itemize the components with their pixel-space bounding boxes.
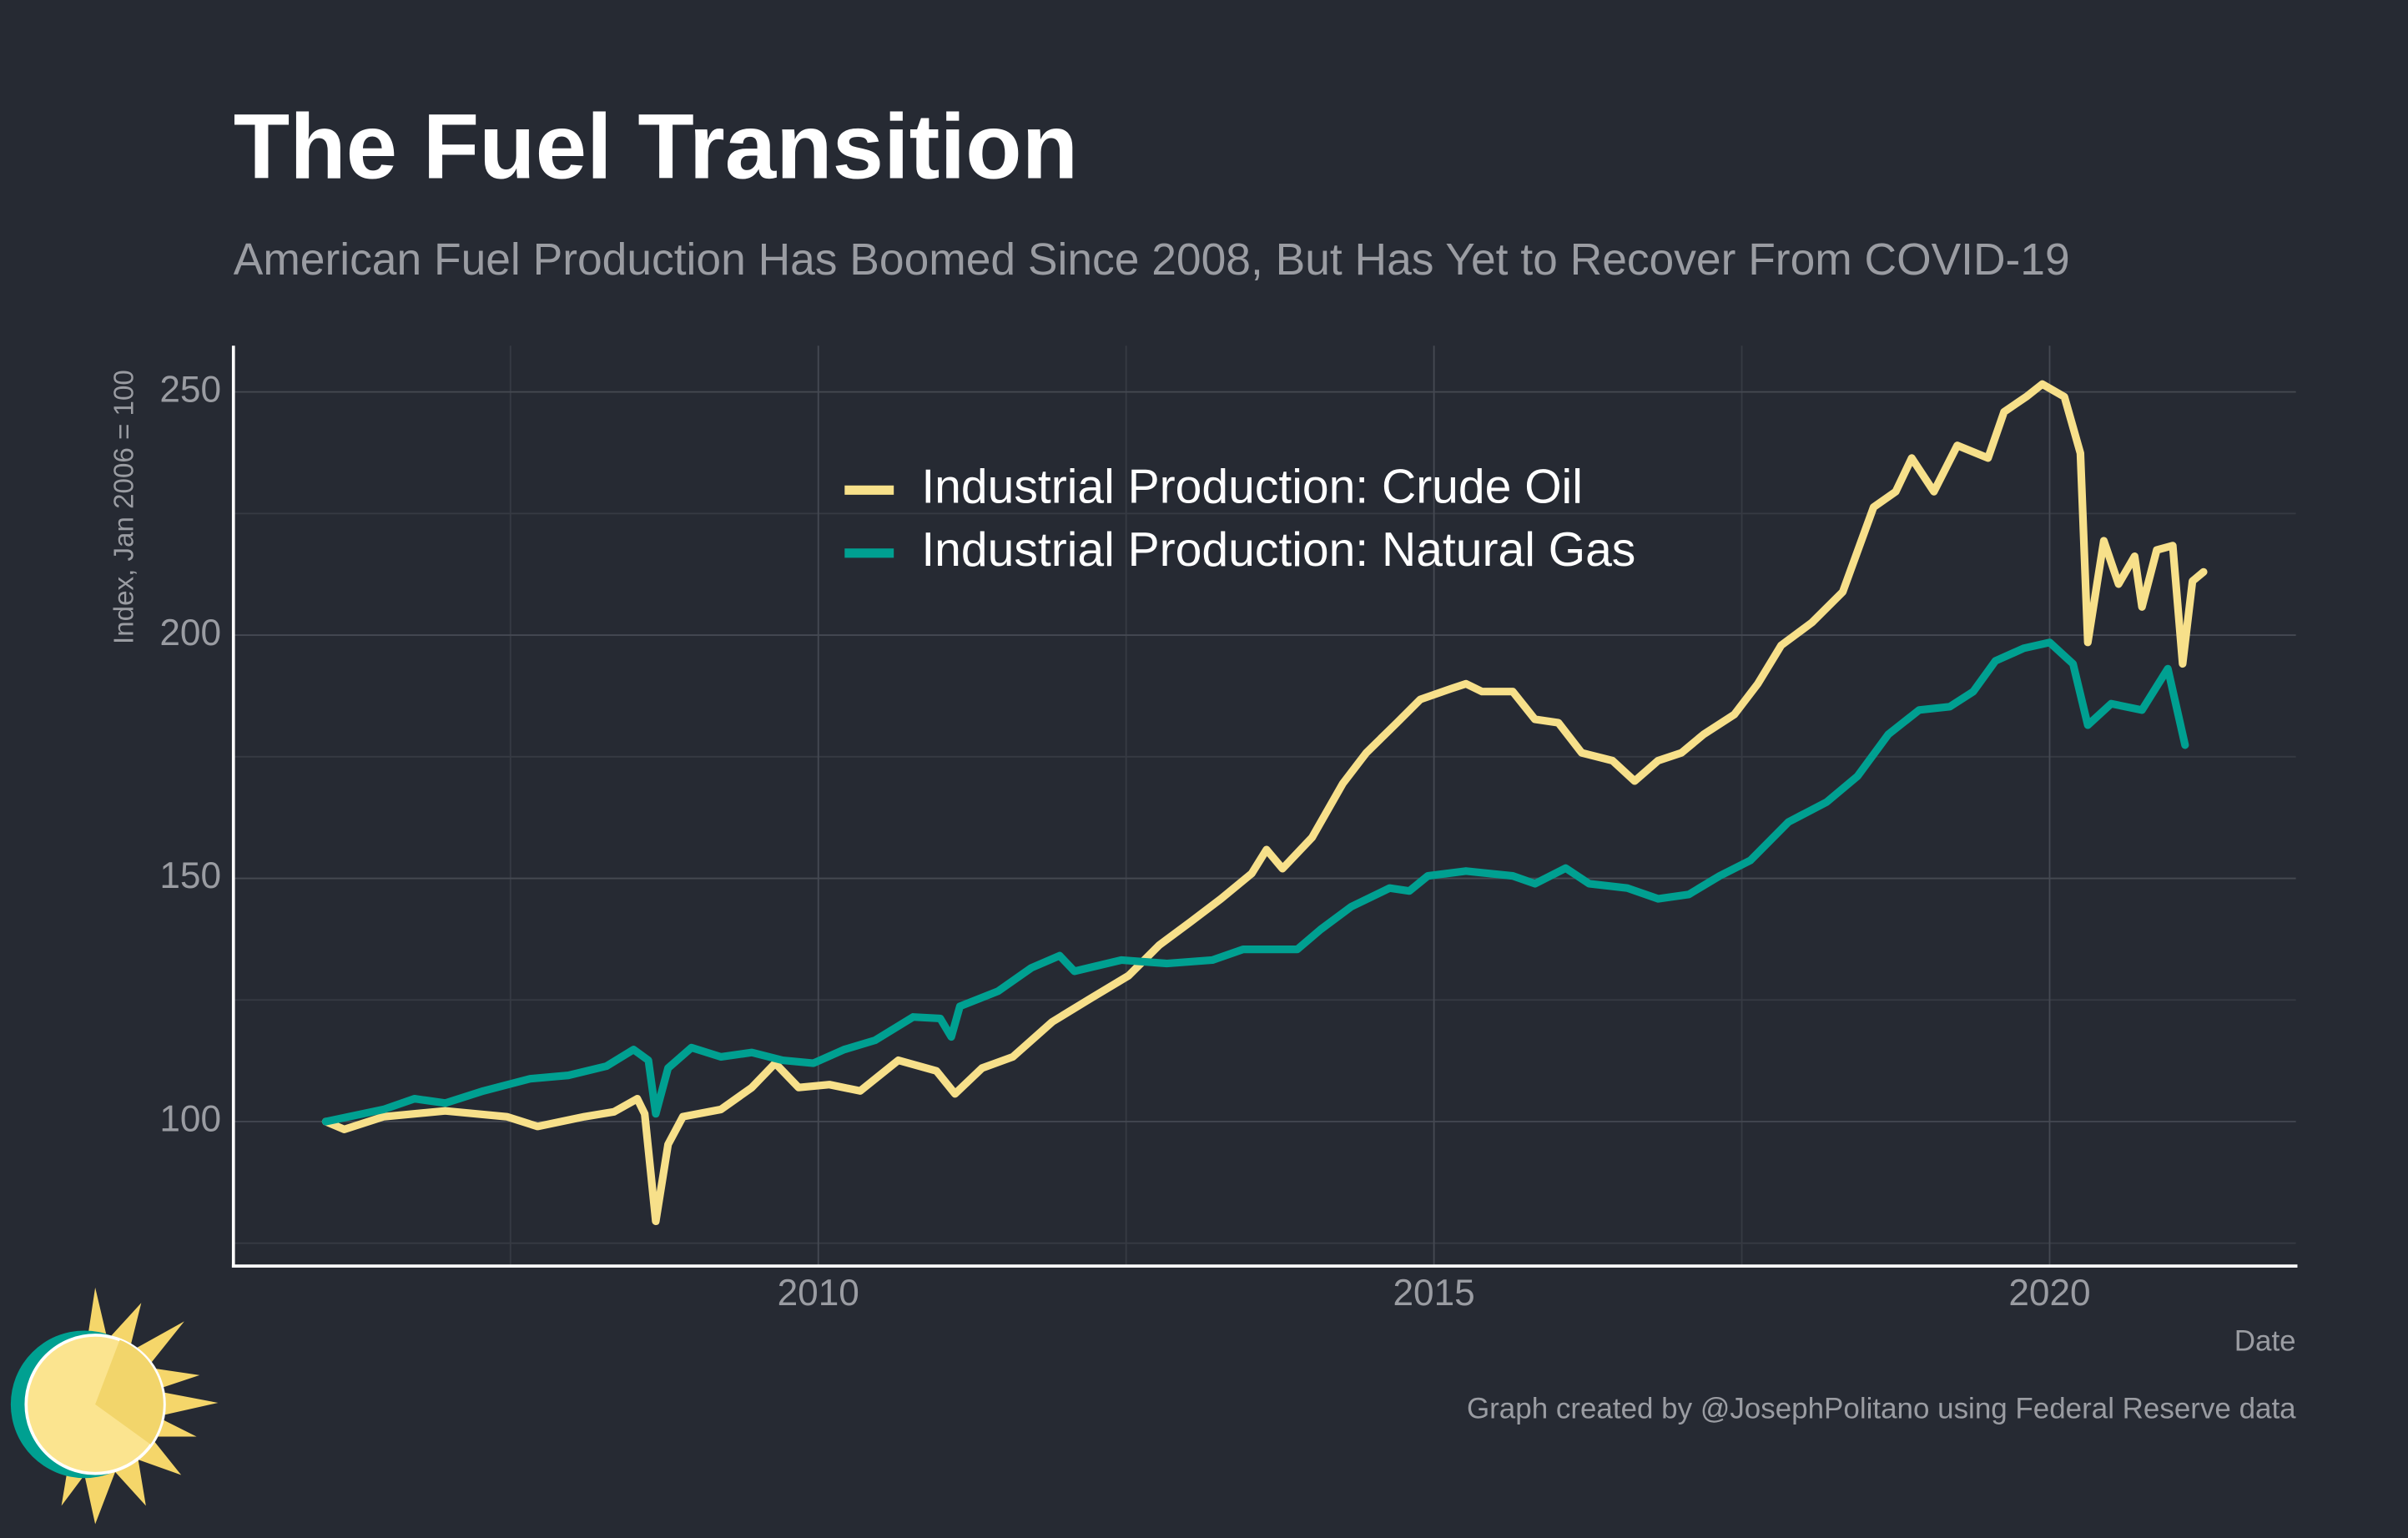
legend-label: Industrial Production: Natural Gas — [921, 523, 1635, 577]
x-tick-label: 2020 — [2008, 1273, 2090, 1314]
logo-slice — [95, 1339, 164, 1445]
x-tick-label: 2015 — [1393, 1273, 1474, 1314]
y-tick-label: 250 — [159, 369, 221, 410]
chart-subtitle: American Fuel Production Has Boomed Sinc… — [234, 235, 2070, 285]
lines — [321, 380, 2208, 1226]
legend-label: Industrial Production: Crude Oil — [921, 460, 1583, 513]
x-axis-label: Date — [2234, 1324, 2296, 1357]
logo — [10, 1287, 219, 1525]
y-tick-label: 200 — [159, 613, 221, 653]
legend: Industrial Production: Crude Oil Industri… — [844, 460, 1635, 577]
series-line — [321, 638, 2189, 1126]
y-tick-label: 100 — [159, 1099, 221, 1140]
y-axis-label: Index, Jan 2006 = 100 — [109, 370, 140, 644]
caption: Graph created by @JosephPolitano using F… — [1467, 1392, 2296, 1425]
chart-title: The Fuel Transition — [234, 95, 1078, 198]
x-tick-label: 2010 — [778, 1273, 859, 1314]
y-tick-label: 150 — [159, 855, 221, 896]
series-line — [321, 380, 2208, 1226]
